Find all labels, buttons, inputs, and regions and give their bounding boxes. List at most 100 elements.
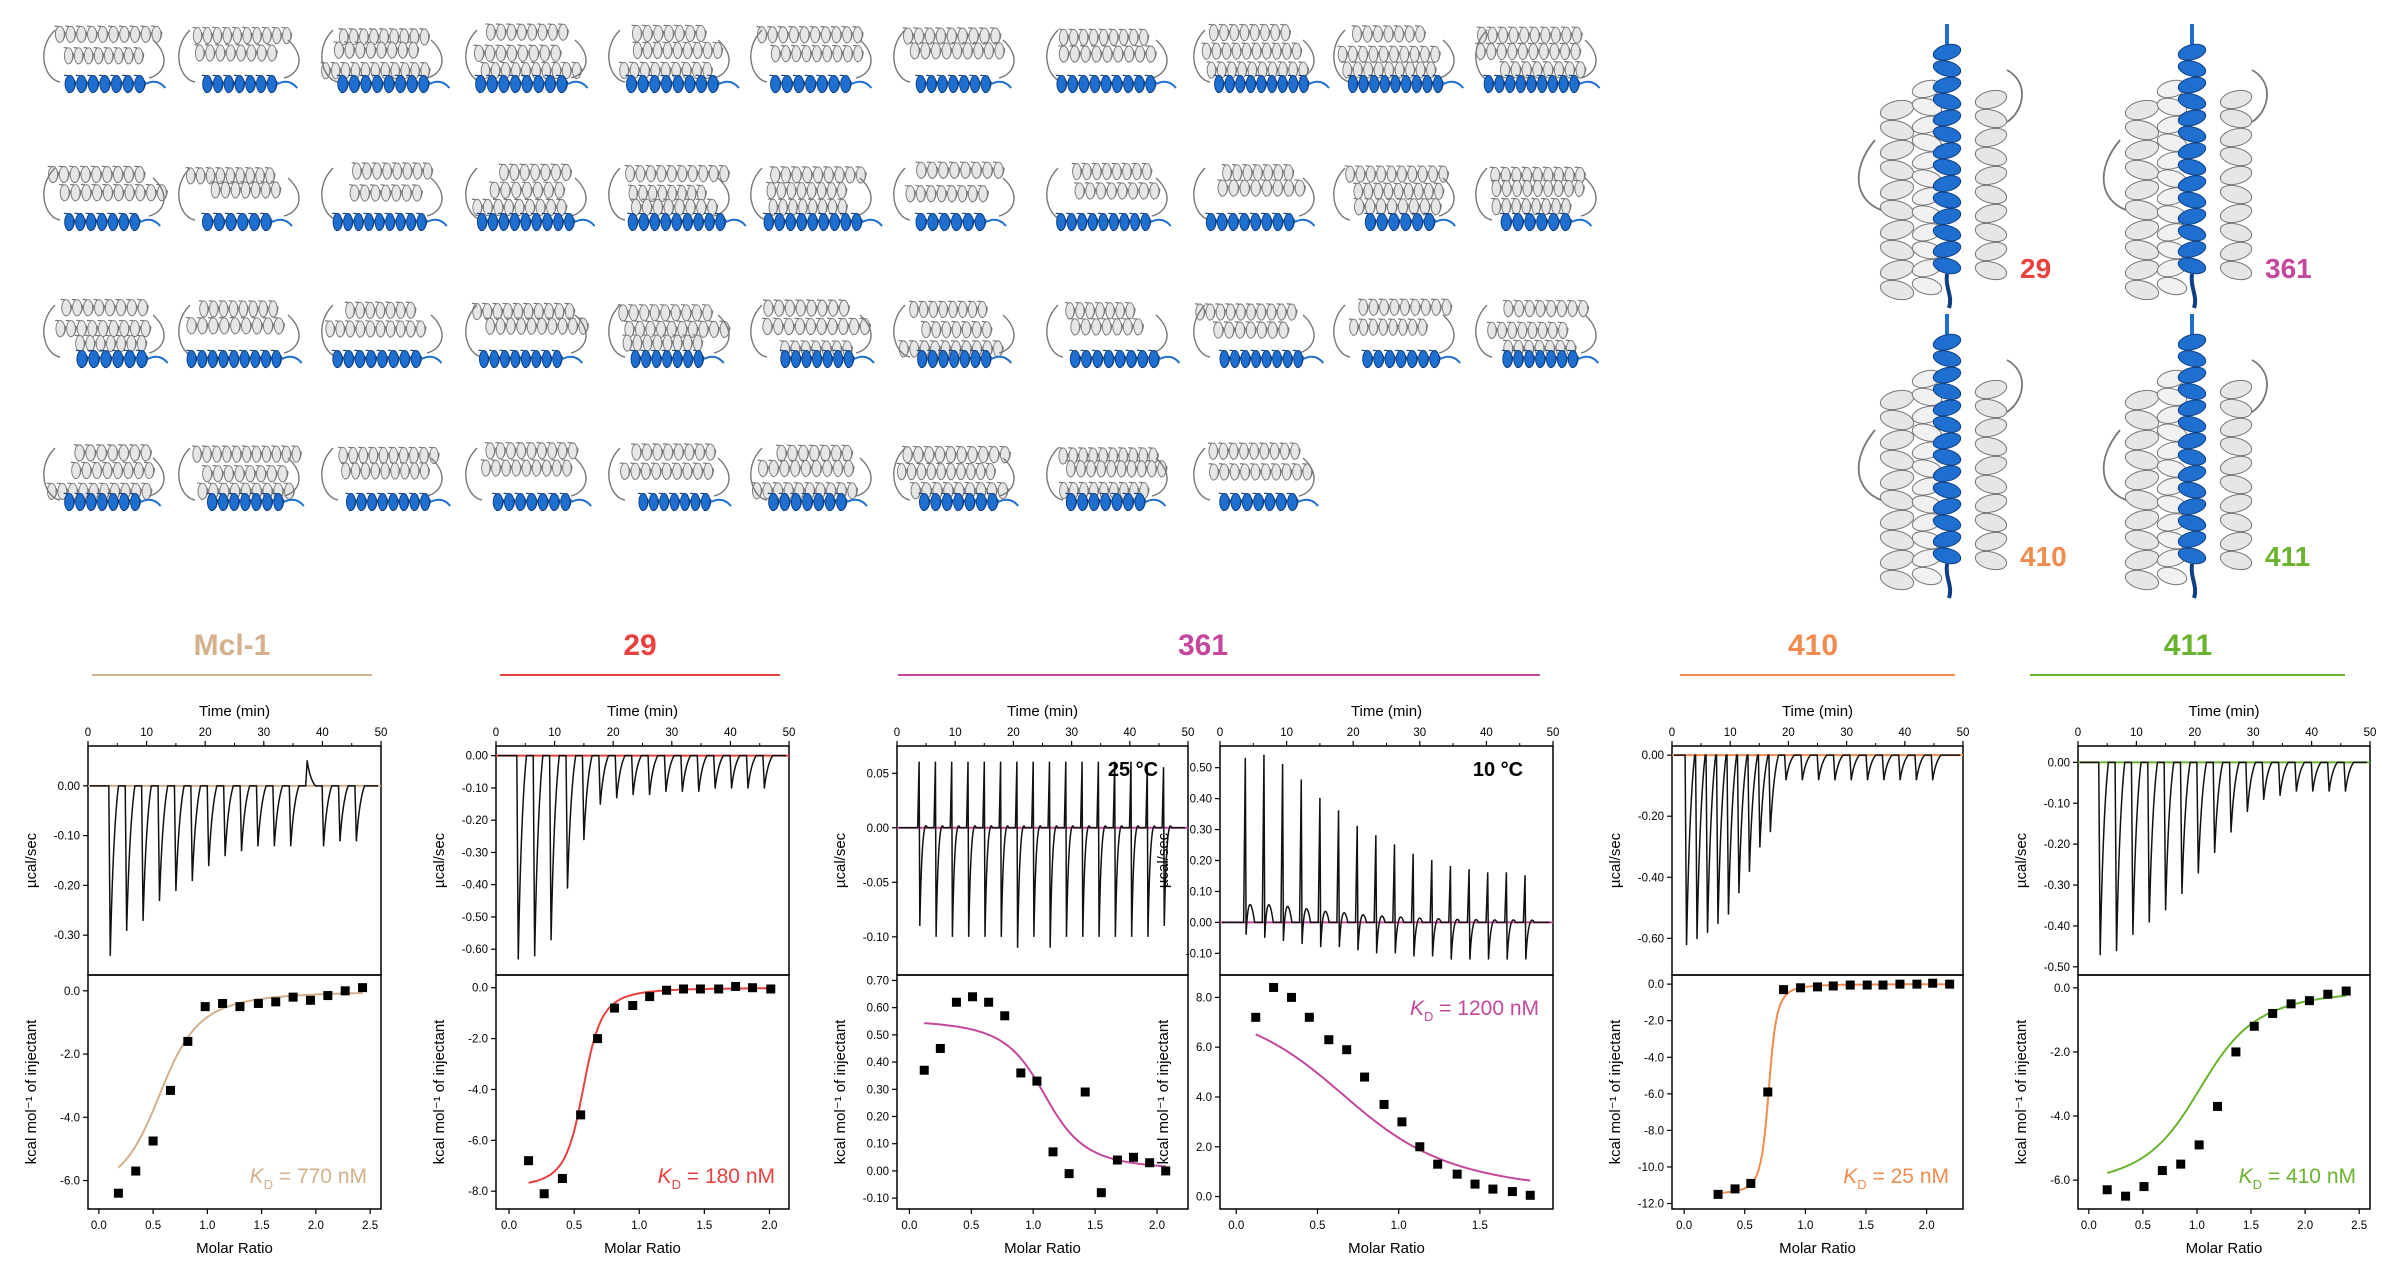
group-header: 29: [623, 629, 656, 662]
protein-structure: [608, 24, 740, 94]
x-tick-label: 20: [2188, 727, 2201, 739]
protein-structure: [321, 162, 448, 232]
plot-frame: [1671, 974, 1964, 1210]
y-tick-label: -12.0: [1638, 1199, 1664, 1211]
data-point: [2268, 1008, 2278, 1018]
x-tick-label: 0.5: [145, 1220, 161, 1232]
y-tick-label: 0.0: [64, 986, 80, 998]
data-point: [919, 1065, 929, 1075]
injection-peak: [1048, 761, 1051, 764]
x-tick-label: 50: [375, 727, 388, 739]
data-point: [1895, 979, 1905, 989]
data-point: [2139, 1182, 2149, 1192]
data-point: [1251, 1012, 1261, 1022]
protein-structure: [1333, 165, 1456, 232]
data-point: [2194, 1140, 2204, 1150]
data-point: [1286, 992, 1296, 1002]
y-tick-label: 4.0: [1196, 1092, 1212, 1104]
data-point: [1016, 1068, 1026, 1078]
data-point: [323, 991, 333, 1001]
labeled-protein-structure: [1857, 314, 2023, 599]
injection-peak: [1696, 937, 1698, 940]
injection-peak: [322, 844, 325, 847]
data-point: [1048, 1147, 1058, 1157]
y-tick-label: -0.10: [462, 783, 488, 795]
data-point: [1112, 1155, 1122, 1165]
data-point: [645, 992, 655, 1002]
injection-peak: [1430, 859, 1433, 862]
injection-peak: [2246, 810, 2249, 813]
y-tick-label: 0.00: [466, 751, 488, 763]
x-tick-label: 1.5: [1087, 1220, 1103, 1232]
y-tick-label: -2.0: [1644, 1016, 1664, 1028]
data-point: [148, 1136, 158, 1146]
y-tick-label: 0.00: [2048, 757, 2070, 769]
x-axis-title: Time (min): [607, 703, 678, 720]
protein-structure: [43, 25, 167, 94]
y-tick-label: 0.00: [1642, 750, 1664, 762]
x-tick-label: 2.0: [308, 1220, 324, 1232]
x-axis-title: Time (min): [1782, 703, 1853, 720]
injection-peak: [1801, 778, 1804, 781]
y-axis-title: kcal mol⁻¹ of injectant: [832, 1019, 849, 1164]
x-axis-title: Time (min): [2188, 703, 2259, 720]
x-axis-title: Time (min): [199, 703, 270, 720]
injection-peak: [175, 889, 177, 892]
y-tick-label: 0.50: [867, 1030, 889, 1042]
x-tick-label: 1.0: [2189, 1220, 2205, 1232]
x-tick-label: 50: [1547, 727, 1560, 739]
injection-peak: [1468, 868, 1470, 871]
injection-peak: [648, 793, 651, 796]
protein-structure: [1333, 298, 1461, 369]
x-tick-label: 1.5: [1858, 1220, 1874, 1232]
protein-structure: [1475, 299, 1600, 369]
x-tick-label: 1.5: [254, 1220, 270, 1232]
x-tick-label: 50: [783, 727, 796, 739]
plot-frame: [2077, 745, 2371, 976]
group-header: Mcl-1: [194, 629, 271, 662]
injection-peak: [1717, 922, 1719, 924]
data-point: [1080, 1087, 1090, 1097]
injection-peak: [1113, 761, 1116, 764]
injection-peak: [158, 899, 161, 902]
y-tick-label: -0.10: [2044, 798, 2070, 810]
x-tick-label: 0.0: [901, 1220, 917, 1232]
x-tick-label: 2.5: [362, 1220, 378, 1232]
y-tick-label: 0.10: [1190, 886, 1212, 898]
x-tick-label: 20: [607, 727, 620, 739]
x-tick-label: 40: [1898, 727, 1911, 739]
data-point: [1000, 1011, 1010, 1021]
y-tick-label: -6.0: [2050, 1175, 2070, 1187]
thermogram-trace: [1222, 755, 1550, 960]
injection-peak: [257, 844, 259, 847]
injection-peak: [1300, 779, 1303, 781]
protein-structure: [608, 304, 731, 369]
y-tick-label: -0.10: [1186, 948, 1212, 960]
data-point: [1415, 1142, 1425, 1152]
labeled-protein-structure: [1857, 24, 2023, 309]
protein-structure: [178, 167, 300, 232]
plot-frame: [1219, 974, 1554, 1210]
protein-structure: [320, 28, 451, 94]
injection-peak: [1081, 761, 1083, 764]
data-point: [557, 1173, 567, 1183]
y-tick-label: 0.70: [867, 975, 889, 987]
y-tick-label: -0.20: [1638, 811, 1664, 823]
data-point: [271, 997, 281, 1007]
data-point: [2304, 996, 2314, 1006]
injection-peak: [763, 787, 766, 789]
protein-structure: [1046, 301, 1181, 369]
protein-structure: [1193, 23, 1330, 94]
x-tick-label: 0: [2075, 727, 2081, 739]
x-tick-label: 30: [1840, 727, 1853, 739]
y-tick-label: -6.0: [468, 1135, 488, 1147]
y-tick-label: -0.20: [462, 815, 488, 827]
injection-peak: [747, 787, 749, 789]
data-point: [1928, 978, 1938, 988]
injection-peak: [1244, 757, 1247, 760]
data-point: [2341, 986, 2351, 996]
y-tick-label: -0.10: [863, 932, 889, 944]
protein-structure: [465, 441, 592, 512]
x-tick-label: 1.5: [696, 1220, 712, 1232]
injection-peak: [2295, 790, 2298, 792]
